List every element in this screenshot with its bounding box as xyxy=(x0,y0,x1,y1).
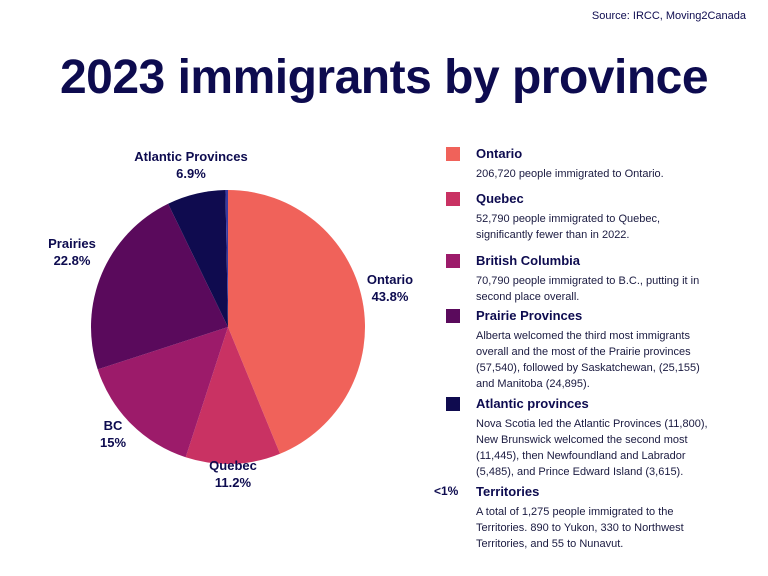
source: Source: IRCC, Moving2Canada xyxy=(591,10,746,22)
legend-swatch xyxy=(446,397,460,411)
legend-title: Territories xyxy=(476,484,540,499)
legend-title: British Columbia xyxy=(476,253,581,268)
legend-swatch xyxy=(446,254,460,268)
legend-swatch xyxy=(446,192,460,206)
chart-title: 2023 immigrants by province xyxy=(59,51,709,104)
legend-swatch xyxy=(446,147,460,161)
pie-slice xyxy=(185,327,281,464)
pie-label: Ontario xyxy=(367,272,413,287)
pie-label: Atlantic Provinces xyxy=(134,149,247,164)
legend-description: A total of 1,275 people immigrated to th… xyxy=(476,506,684,550)
legend-title: Ontario xyxy=(476,146,523,161)
legend-description: Nova Scotia led the Atlantic Provinces (… xyxy=(476,418,708,478)
pie-label: BC xyxy=(104,418,123,433)
pie-value-label: 11.2% xyxy=(215,475,252,490)
legend-value-label: <1% xyxy=(434,484,459,498)
legend-title: Quebec xyxy=(476,191,524,206)
pie-slice xyxy=(228,190,365,454)
pie-label: Quebec xyxy=(209,458,257,473)
pie-slice xyxy=(90,203,228,370)
pie-value-label: 15% xyxy=(100,435,126,450)
pie-value-label: 22.8% xyxy=(54,253,91,268)
legend-description: 206,720 people immigrated to Ontario. xyxy=(476,168,664,180)
legend-description: 52,790 people immigrated to Quebec, sign… xyxy=(476,213,661,241)
pie-slice xyxy=(225,190,228,327)
pie-label: Prairies xyxy=(48,236,96,251)
pie-slice xyxy=(168,190,228,327)
legend-swatch xyxy=(446,309,460,323)
legend-description: Alberta welcomed the third most immigran… xyxy=(476,330,700,390)
legend-description: 70,790 people immigrated to B.C., puttin… xyxy=(476,275,700,303)
pie-value-label: 43.8% xyxy=(372,289,409,304)
legend-title: Prairie Provinces xyxy=(476,308,583,323)
legend-title: Atlantic provinces xyxy=(476,396,589,411)
pie-slice xyxy=(97,327,228,458)
pie-value-label: 6.9% xyxy=(176,166,206,181)
